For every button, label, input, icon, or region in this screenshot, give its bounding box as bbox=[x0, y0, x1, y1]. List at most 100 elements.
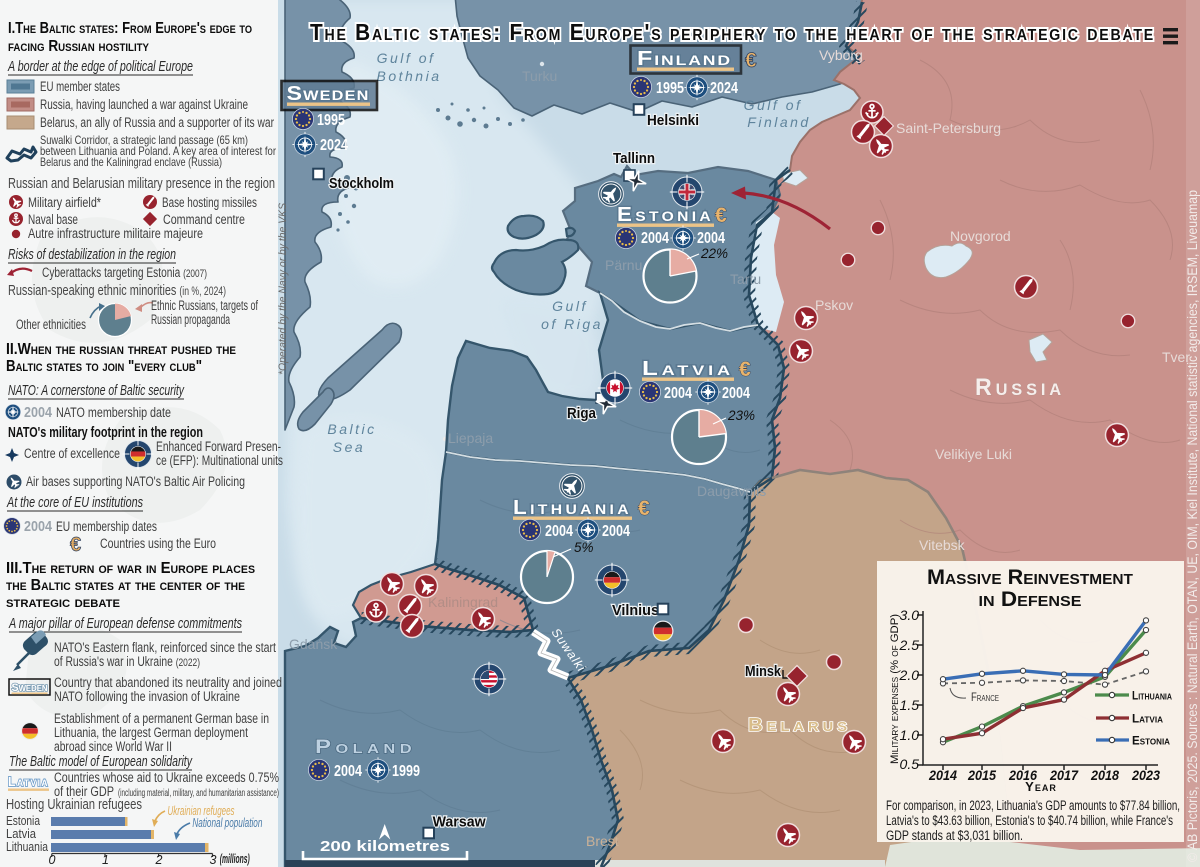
svg-text:Pskov: Pskov bbox=[815, 297, 853, 313]
svg-text:Liepaja: Liepaja bbox=[448, 430, 493, 446]
svg-text:Kaliningrad: Kaliningrad bbox=[428, 594, 498, 610]
svg-text:Risks of destabilization in th: Risks of destabilization in the region bbox=[8, 246, 176, 263]
svg-text:NATO membership date: NATO membership date bbox=[56, 405, 171, 420]
svg-text:Ethnic Russians, targets of: Ethnic Russians, targets of bbox=[151, 298, 258, 313]
svg-text:€: € bbox=[745, 49, 757, 72]
svg-text:0: 0 bbox=[49, 853, 56, 867]
svg-text:1: 1 bbox=[102, 853, 109, 867]
svg-text:Saint-Petersburg: Saint-Petersburg bbox=[896, 120, 1001, 136]
svg-text:Warsaw: Warsaw bbox=[433, 814, 486, 831]
svg-text:(millions): (millions) bbox=[220, 852, 250, 866]
svg-text:Stockholm: Stockholm bbox=[329, 175, 394, 192]
svg-text:Velikiye Luki: Velikiye Luki bbox=[935, 446, 1012, 462]
svg-text:2018: 2018 bbox=[1090, 767, 1119, 783]
svg-text:Baltic: Baltic bbox=[327, 421, 376, 437]
svg-text:2023: 2023 bbox=[1131, 767, 1160, 783]
svg-text:II.When the russian threat pus: II.When the russian threat pushed the bbox=[6, 341, 236, 358]
svg-text:2004: 2004 bbox=[24, 518, 53, 535]
svg-text:Gulf of: Gulf of bbox=[744, 97, 803, 113]
svg-text:Vyborg: Vyborg bbox=[819, 47, 863, 63]
svg-text:NATO: A cornerstone of Baltic: NATO: A cornerstone of Baltic security bbox=[8, 382, 185, 399]
svg-text:Latvia: Latvia bbox=[8, 774, 49, 789]
svg-text:For comparison, in 2023, Lithu: For comparison, in 2023, Lithuania's GDP… bbox=[886, 798, 1180, 813]
svg-text:Latvia: Latvia bbox=[6, 826, 37, 841]
svg-text:A border at the edge of politi: A border at the edge of political Europe bbox=[7, 58, 193, 75]
svg-text:in Defense: in Defense bbox=[979, 588, 1082, 611]
svg-text:Pärnu: Pärnu bbox=[605, 257, 642, 273]
svg-text:Year: Year bbox=[1025, 779, 1057, 794]
svg-text:Gdańsk: Gdańsk bbox=[289, 636, 338, 652]
svg-text:Estonia: Estonia bbox=[1132, 736, 1170, 748]
svg-text:2004: 2004 bbox=[641, 230, 669, 247]
svg-text:Riga: Riga bbox=[567, 405, 597, 422]
svg-text:Belarus, an ally of Russia and: Belarus, an ally of Russia and a support… bbox=[40, 115, 274, 130]
svg-text:of their GDP: of their GDP bbox=[54, 784, 114, 799]
svg-text:Lithuania, the largest German: Lithuania, the largest German deployment bbox=[54, 725, 248, 740]
svg-text:Ukrainian refugees: Ukrainian refugees bbox=[168, 804, 235, 818]
svg-text:Tartu: Tartu bbox=[730, 271, 761, 287]
svg-text:Lithuania: Lithuania bbox=[513, 497, 632, 519]
svg-text:Latvia's to $43.63 billion, Es: Latvia's to $43.63 billion, Estonia's to… bbox=[886, 813, 1173, 828]
svg-text:2.0: 2.0 bbox=[899, 667, 920, 683]
svg-text:1995: 1995 bbox=[317, 112, 345, 129]
svg-text:Sweden: Sweden bbox=[12, 682, 48, 694]
svg-text:between Lithuania and Poland.: between Lithuania and Poland. A key area… bbox=[40, 144, 276, 158]
svg-text:Base hosting missiles: Base hosting missiles bbox=[162, 195, 257, 210]
svg-text:strategic debate: strategic debate bbox=[6, 594, 120, 611]
svg-text:ce (EFP): Multinational units: ce (EFP): Multinational units bbox=[156, 453, 283, 468]
svg-text:Daugavpils: Daugavpils bbox=[697, 483, 766, 499]
svg-text:(including material, military,: (including material, military, and human… bbox=[118, 788, 279, 799]
svg-text:2004: 2004 bbox=[664, 385, 692, 402]
svg-text:Command centre: Command centre bbox=[163, 212, 245, 227]
svg-text:Gulf of: Gulf of bbox=[377, 50, 436, 66]
svg-text:2004: 2004 bbox=[334, 763, 362, 780]
svg-text:Sweden: Sweden bbox=[287, 83, 370, 105]
svg-text:Country that abandoned its neu: Country that abandoned its neutrality an… bbox=[54, 675, 282, 690]
svg-text:2: 2 bbox=[155, 853, 163, 867]
svg-text:3.0: 3.0 bbox=[900, 607, 920, 623]
svg-text:1995: 1995 bbox=[656, 80, 684, 97]
svg-text:Tallinn: Tallinn bbox=[613, 150, 655, 167]
svg-text:*Operated by the Navy or by th: *Operated by the Navy or by the VKS bbox=[277, 202, 289, 375]
svg-text:Bothnia: Bothnia bbox=[377, 68, 442, 84]
svg-text:of Russia's war in Ukraine (20: of Russia's war in Ukraine (2022) bbox=[54, 654, 200, 669]
svg-text:the Baltic states at the cente: the Baltic states at the center of the bbox=[6, 577, 245, 594]
svg-text:200 kilometres: 200 kilometres bbox=[320, 839, 450, 855]
svg-text:1.0: 1.0 bbox=[900, 727, 920, 743]
svg-text:Military expenses (% of GDP): Military expenses (% of GDP) bbox=[889, 614, 901, 764]
svg-text:Autre infrastructure militaire: Autre infrastructure militaire majeure bbox=[28, 226, 203, 241]
svg-text:Russia, having launched a war: Russia, having launched a war against Uk… bbox=[40, 97, 248, 112]
svg-text:Establishment of a permanent G: Establishment of a permanent German base… bbox=[54, 711, 269, 726]
svg-text:NATO's military footprint in t: NATO's military footprint in the region bbox=[8, 425, 203, 441]
svg-text:5%: 5% bbox=[574, 540, 594, 555]
svg-text:Latvia: Latvia bbox=[1132, 714, 1163, 726]
svg-text:Tver: Tver bbox=[1162, 349, 1190, 365]
svg-text:2004: 2004 bbox=[722, 385, 750, 402]
svg-text:2014: 2014 bbox=[928, 767, 957, 783]
svg-text:Cyberattacks targeting Estonia: Cyberattacks targeting Estonia (2007) bbox=[42, 265, 207, 280]
svg-text:Countries using the Euro: Countries using the Euro bbox=[100, 536, 216, 551]
svg-text:2004: 2004 bbox=[697, 230, 725, 247]
svg-text:Belarus and the Kaliningrad en: Belarus and the Kaliningrad enclave (Rus… bbox=[40, 155, 222, 169]
svg-text:Baltic states to join "every c: Baltic states to join "every club" bbox=[6, 358, 202, 375]
svg-text:Enhanced Forward Presen-: Enhanced Forward Presen- bbox=[156, 439, 281, 454]
svg-text:Estonia: Estonia bbox=[617, 204, 714, 226]
svg-text:Air bases supporting NATO's Ba: Air bases supporting NATO's Baltic Air P… bbox=[26, 474, 245, 489]
svg-text:EU member states: EU member states bbox=[40, 79, 120, 94]
svg-text:Gulf: Gulf bbox=[552, 298, 588, 314]
svg-text:22%: 22% bbox=[700, 246, 728, 261]
svg-text:2015: 2015 bbox=[967, 767, 996, 783]
svg-text:Naval base: Naval base bbox=[28, 212, 78, 227]
svg-text:€: € bbox=[70, 534, 81, 556]
svg-text:23%: 23% bbox=[727, 408, 755, 423]
svg-text:NATO's Eastern flank, reinforc: NATO's Eastern flank, reinforced since t… bbox=[54, 640, 276, 655]
svg-text:Finland: Finland bbox=[637, 48, 732, 70]
svg-text:I.The Baltic states: From Euro: I.The Baltic states: From Europe's edge … bbox=[8, 20, 252, 37]
svg-text:Novgorod: Novgorod bbox=[950, 228, 1011, 244]
svg-text:NATO following the invasion of: NATO following the invasion of Ukraine bbox=[54, 689, 240, 704]
svg-text:2004: 2004 bbox=[24, 404, 53, 421]
svg-text:1999: 1999 bbox=[392, 763, 420, 780]
svg-text:Estonia: Estonia bbox=[6, 813, 41, 828]
svg-text:€: € bbox=[638, 497, 650, 520]
svg-text:Poland: Poland bbox=[315, 737, 416, 758]
